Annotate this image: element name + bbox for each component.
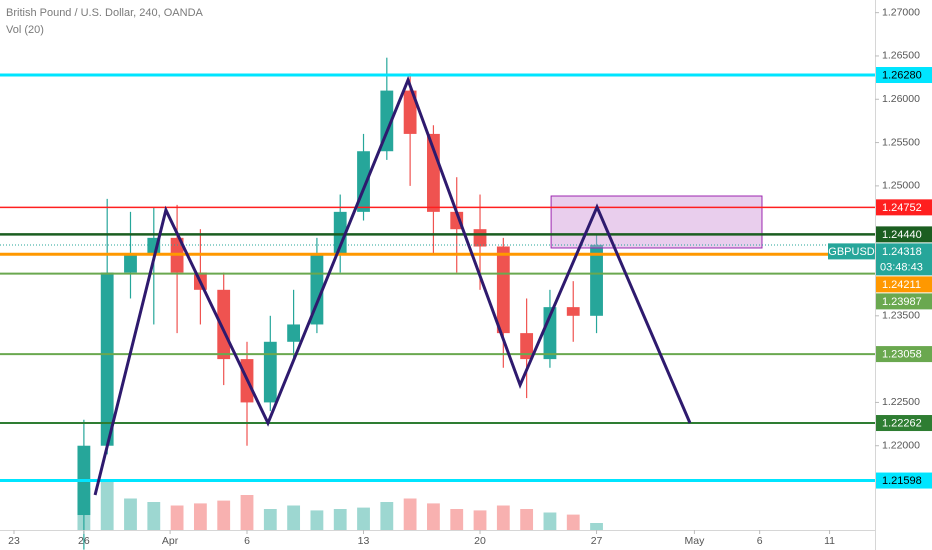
volume-bar	[450, 509, 464, 530]
y-tick-label: 1.26500	[882, 50, 920, 62]
x-tick-label: 23	[8, 535, 20, 547]
volume-bar	[193, 503, 207, 530]
price-tag-label: 1.23987	[882, 296, 922, 308]
candle-body	[403, 90, 417, 134]
y-tick-label: 1.22500	[882, 396, 920, 408]
candle-body	[566, 307, 580, 316]
y-tick-label: 1.25500	[882, 136, 920, 148]
price-tag-label: 1.24211	[882, 279, 921, 291]
x-tick-label: 27	[591, 535, 603, 547]
symbol-tag	[828, 243, 875, 260]
x-tick-label: 11	[824, 535, 835, 547]
price-tag	[876, 67, 932, 84]
x-tick-label: 6	[757, 535, 763, 547]
countdown-label: 03:48:43	[880, 261, 923, 273]
price-tag-label: 1.24318	[882, 246, 922, 258]
volume-bar	[124, 498, 137, 530]
volume-bar	[427, 503, 440, 530]
candle-body	[520, 333, 534, 360]
x-tick-label: 6	[244, 535, 250, 547]
volume-bar	[263, 509, 277, 530]
candle-body	[427, 133, 440, 212]
volume-bar	[380, 502, 394, 530]
volume-bar	[590, 523, 603, 530]
y-tick-label: 1.22000	[882, 440, 920, 452]
price-tag	[876, 243, 932, 276]
candle-body	[496, 246, 510, 334]
price-axis: 1.27000 1.26500 1.26000 1.25500 1.25000 1.235…	[828, 6, 932, 489]
plot-area	[0, 57, 875, 550]
volume-bar	[403, 498, 417, 530]
candle-body	[100, 272, 114, 446]
volume-bar	[287, 505, 301, 530]
y-tick-label: 1.23500	[882, 310, 920, 322]
price-tag	[876, 293, 932, 310]
x-tick-label: Apr	[162, 535, 179, 547]
price-tag-label: 1.24440	[882, 229, 922, 241]
x-tick-label: 20	[474, 535, 486, 547]
volume-bar	[310, 510, 324, 530]
price-tag	[876, 472, 932, 489]
price-tag-label: 1.26280	[882, 69, 922, 81]
price-tag	[876, 415, 932, 432]
candle-body	[287, 324, 301, 342]
price-tag-label: 1.21598	[882, 475, 922, 487]
price-tag-label: 1.24752	[882, 202, 922, 214]
volume-bar	[170, 505, 184, 530]
x-tick-label: May	[684, 535, 705, 547]
symbol-label: GBPUSD	[828, 246, 875, 258]
price-tag	[876, 276, 932, 293]
candle-body	[473, 229, 487, 247]
volume-bar	[100, 481, 114, 530]
volume-bar	[543, 512, 557, 530]
y-tick-label: 1.25000	[882, 180, 920, 192]
price-tag	[876, 226, 932, 243]
volume-bar	[333, 509, 347, 530]
x-tick-label: 26	[78, 535, 90, 547]
y-tick-label: 1.26000	[882, 93, 920, 105]
volume-bar	[217, 500, 231, 530]
volume-bar	[496, 505, 510, 530]
price-tag	[876, 199, 932, 216]
y-tick-label: 1.27000	[882, 6, 920, 18]
volume-bar	[147, 502, 161, 530]
volume-label: Vol (20)	[6, 24, 44, 36]
zone-box	[550, 195, 763, 249]
price-tag	[876, 346, 932, 363]
candle-body	[217, 289, 231, 360]
candle-body	[124, 255, 137, 273]
pattern-line	[93, 75, 692, 496]
candle-body	[590, 244, 603, 316]
volume-bar	[357, 507, 370, 530]
price-tag-label: 1.22262	[882, 417, 922, 429]
chart-title: British Pound / U.S. Dollar, 240, OANDA	[6, 7, 204, 19]
volume-bar	[240, 495, 254, 530]
price-tag-label: 1.23058	[882, 348, 922, 360]
x-tick-label: 13	[358, 535, 370, 547]
volume-bar	[473, 510, 487, 530]
candle-body	[263, 341, 277, 403]
volume-bar	[520, 509, 534, 530]
volume-bar	[566, 514, 580, 530]
